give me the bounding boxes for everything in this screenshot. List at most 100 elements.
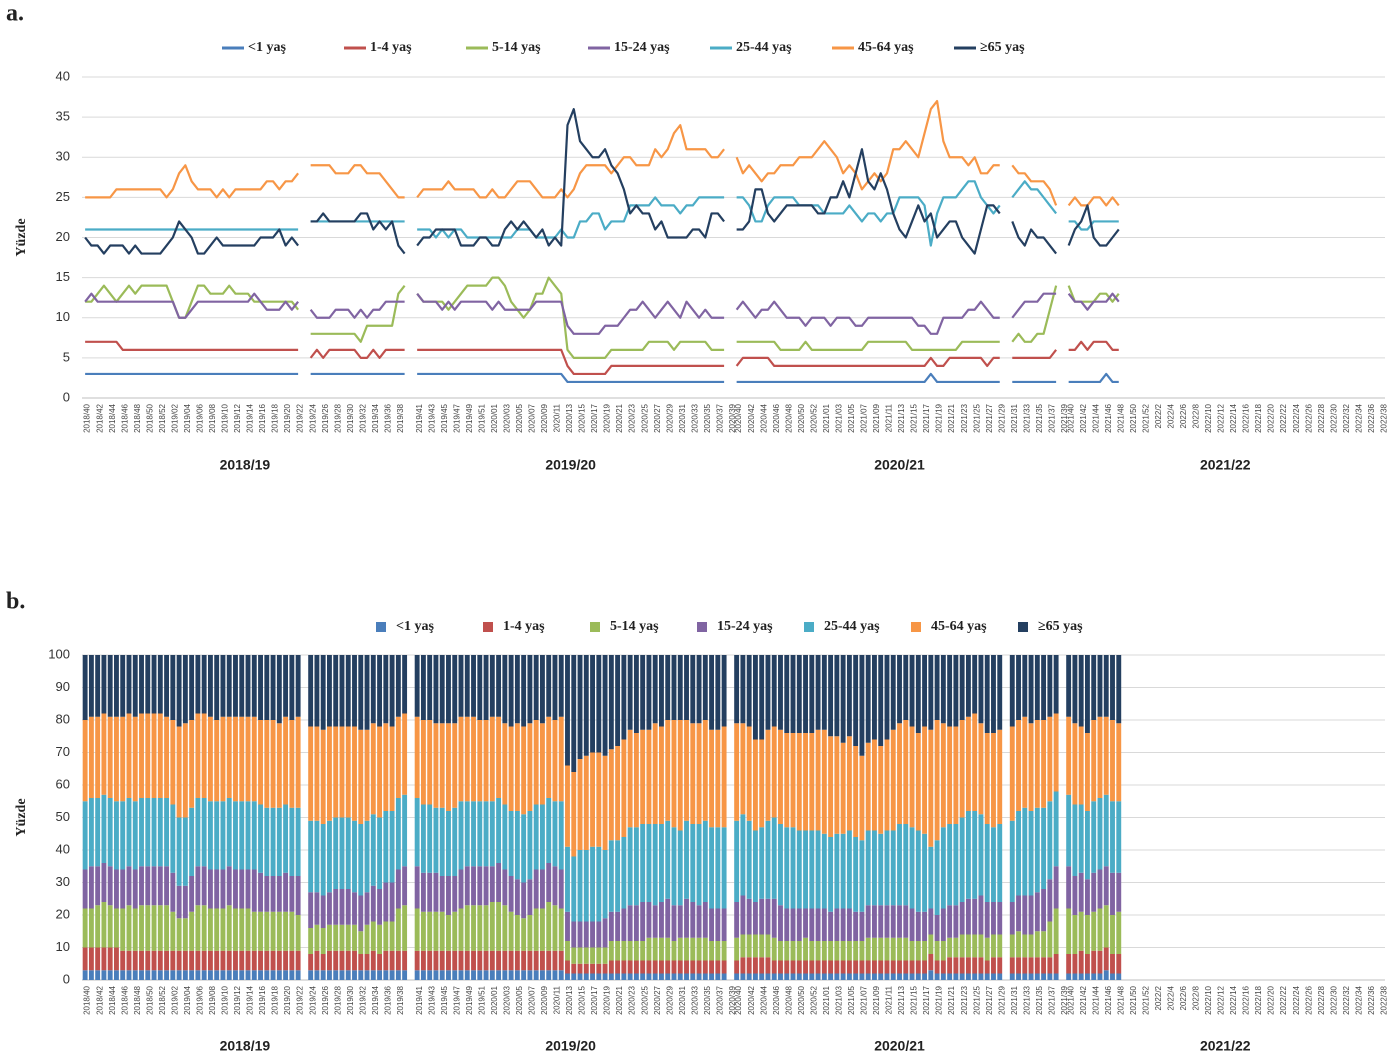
x-tick-label: 2019/45 xyxy=(440,403,449,432)
bar-segment xyxy=(759,655,765,740)
bar-segment xyxy=(696,723,702,824)
bar-segment xyxy=(364,970,370,980)
x-tick-label: 2021/48 xyxy=(1116,985,1125,1014)
x-tick-label: 2021/52 xyxy=(1141,403,1150,432)
x-tick-label: 2018/44 xyxy=(108,403,117,432)
bar-segment xyxy=(170,655,176,720)
bar-segment xyxy=(145,655,151,714)
bar-segment xyxy=(984,902,990,938)
bar-segment xyxy=(959,957,965,974)
bar-segment xyxy=(803,960,808,974)
legend-label: 1-4 yaş xyxy=(370,40,412,55)
x-tick-label: 2018/48 xyxy=(133,403,142,432)
x-tick-label: 2019/30 xyxy=(346,985,355,1014)
bar-segment xyxy=(1041,957,1047,974)
bar-segment xyxy=(552,720,558,802)
bar-segment xyxy=(389,921,395,951)
bar-segment xyxy=(565,911,570,941)
bar-segment xyxy=(1116,655,1122,724)
bar-segment xyxy=(157,866,163,906)
bar-segment xyxy=(897,905,902,938)
bar-segment xyxy=(546,950,552,971)
bar-segment xyxy=(991,934,996,958)
bar-segment xyxy=(295,716,301,808)
bar-segment xyxy=(452,655,458,724)
bar-segment xyxy=(496,655,502,717)
bar-segment xyxy=(339,924,345,951)
chart-title: b. xyxy=(6,589,25,615)
bar-segment xyxy=(884,655,890,740)
bar-segment xyxy=(765,957,771,974)
bar-segment xyxy=(558,869,564,909)
bar-segment xyxy=(370,723,376,815)
x-tick-label: 2018/40 xyxy=(83,403,92,432)
bar-segment xyxy=(602,655,608,756)
bar-segment xyxy=(1009,957,1015,974)
season-label: 2021/22 xyxy=(1200,1038,1251,1054)
bar-segment xyxy=(327,924,332,951)
bar-segment xyxy=(502,905,508,951)
bar-segment xyxy=(377,924,383,954)
bar-segment xyxy=(527,915,533,951)
bar-segment xyxy=(709,973,715,980)
bar-segment xyxy=(189,970,195,980)
bar-segment xyxy=(997,824,1003,902)
bar-segment xyxy=(1066,716,1072,795)
bar-segment xyxy=(928,655,934,730)
bar-segment xyxy=(915,960,921,974)
bar-segment xyxy=(734,937,740,961)
bar-segment xyxy=(571,655,577,772)
x-tick-label: 2020/03 xyxy=(502,403,511,432)
bar-segment xyxy=(853,941,859,961)
bar-segment xyxy=(784,960,790,974)
x-tick-label: 2020/05 xyxy=(515,403,524,432)
bar-segment xyxy=(596,947,602,964)
bar-segment xyxy=(151,866,157,906)
bar-segment xyxy=(433,911,439,951)
bar-segment xyxy=(577,973,583,980)
bar-segment xyxy=(320,824,326,896)
bar-segment xyxy=(546,902,552,951)
bar-segment xyxy=(1016,720,1021,811)
x-tick-label: 2019/49 xyxy=(465,985,474,1014)
bar-segment xyxy=(1091,801,1097,873)
bar-segment xyxy=(590,921,595,948)
bar-segment xyxy=(533,720,539,805)
bar-segment xyxy=(897,937,902,961)
bar-segment xyxy=(358,931,364,954)
bar-segment xyxy=(621,739,627,837)
x-tick-label: 2019/34 xyxy=(371,985,380,1014)
bar-segment xyxy=(940,973,946,980)
bar-segment xyxy=(308,726,314,821)
bar-segment xyxy=(1084,733,1090,811)
bar-segment xyxy=(696,937,702,961)
x-tick-label: 2019/22 xyxy=(296,985,305,1014)
bar-segment xyxy=(972,973,978,980)
bar-segment xyxy=(182,950,188,971)
bar-segment xyxy=(815,973,821,980)
bar-segment xyxy=(521,726,527,815)
bar-segment xyxy=(427,720,433,805)
bar-segment xyxy=(615,973,621,980)
bar-segment xyxy=(608,941,614,961)
bar-segment xyxy=(308,928,314,954)
bar-segment xyxy=(157,905,163,951)
bar-segment xyxy=(897,655,902,724)
bar-segment xyxy=(226,866,232,906)
bar-segment xyxy=(333,655,339,727)
bar-segment xyxy=(1016,895,1021,932)
bar-segment xyxy=(496,863,502,902)
bar-segment xyxy=(709,729,715,828)
bar-segment xyxy=(803,908,808,938)
bar-segment xyxy=(489,970,495,980)
bar-segment xyxy=(859,941,865,961)
bar-segment xyxy=(1028,723,1034,811)
bar-segment xyxy=(746,934,752,958)
bar-segment xyxy=(101,794,107,863)
bar-segment xyxy=(170,911,176,951)
bar-segment xyxy=(602,947,608,964)
bar-segment xyxy=(439,911,445,951)
bar-segment xyxy=(677,937,683,961)
bar-segment xyxy=(327,655,332,727)
bar-segment xyxy=(314,892,320,925)
